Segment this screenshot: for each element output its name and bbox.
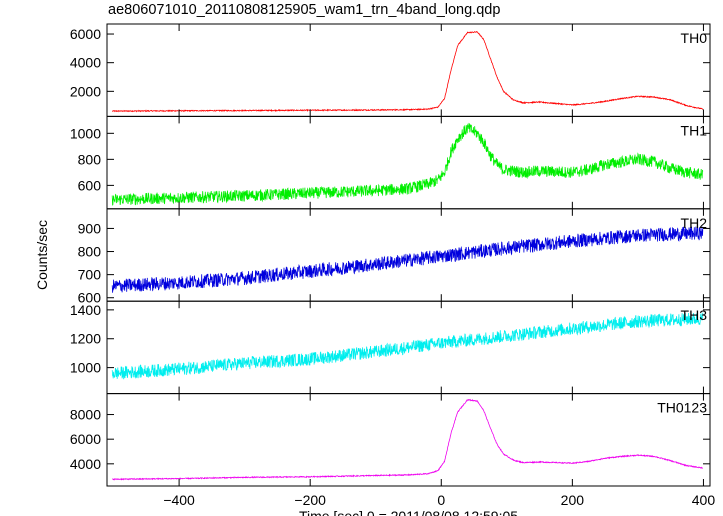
series-line-th0 xyxy=(111,30,704,113)
y-tick-label: 700 xyxy=(78,267,102,283)
panel-label-th2: TH2 xyxy=(681,215,708,231)
panel-frame xyxy=(106,208,711,302)
series-line-th0123 xyxy=(112,398,704,481)
x-tick-label: 200 xyxy=(561,492,585,508)
series-line-th1 xyxy=(111,122,704,206)
y-axis-label: Counts/sec xyxy=(34,220,50,290)
x-axis-label: Time [sec] 0 = 2011/08/08 12:59:05 xyxy=(299,508,518,516)
y-tick-label: 600 xyxy=(78,177,102,193)
y-tick-label: 800 xyxy=(78,244,102,260)
y-tick-label: 8000 xyxy=(70,407,101,423)
x-tick-label: −400 xyxy=(163,492,195,508)
panel-label-th1: TH1 xyxy=(681,122,708,138)
y-tick-label: 1000 xyxy=(70,360,101,376)
y-tick-label: 800 xyxy=(78,151,102,167)
panel-label-th0123: TH0123 xyxy=(657,400,707,416)
panel-label-th0: TH0 xyxy=(681,30,708,46)
y-tick-label: 2000 xyxy=(70,83,101,99)
chart-title: ae806071010_20110808125905_wam1_trn_4ban… xyxy=(108,2,501,18)
y-tick-label: 4000 xyxy=(70,55,101,71)
x-tick-label: 0 xyxy=(437,492,445,508)
y-tick-label: 600 xyxy=(78,290,102,306)
y-tick-label: 1200 xyxy=(70,331,101,347)
x-tick-label: 400 xyxy=(692,492,716,508)
y-tick-label: 6000 xyxy=(70,26,101,42)
y-tick-label: 1400 xyxy=(70,302,101,318)
panel-frame xyxy=(106,23,711,117)
y-tick-label: 6000 xyxy=(70,431,101,447)
y-tick-label: 1000 xyxy=(70,125,101,141)
panel-label-th3: TH3 xyxy=(681,307,708,323)
x-tick-label: −200 xyxy=(294,492,326,508)
y-tick-label: 4000 xyxy=(70,456,101,472)
series-line-th3 xyxy=(111,312,704,380)
y-tick-label: 900 xyxy=(78,220,102,236)
series-line-th2 xyxy=(111,226,704,293)
panel-frame xyxy=(106,393,711,487)
